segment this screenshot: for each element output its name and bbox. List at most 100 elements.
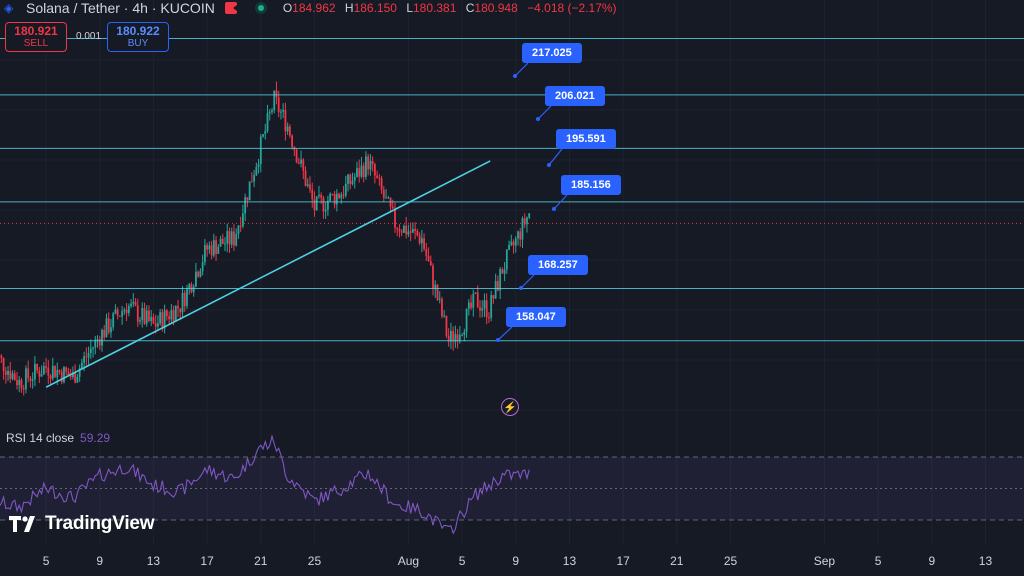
- symbol-title[interactable]: Solana / Tether · 4h · KUCOIN: [26, 0, 215, 16]
- open-key: O: [282, 1, 293, 15]
- x-tick-label: 25: [307, 554, 322, 568]
- close-value: 180.948: [474, 1, 518, 15]
- candle-body: [25, 368, 27, 390]
- candle-body: [208, 245, 211, 250]
- candle-body: [226, 231, 229, 244]
- rsi-legend[interactable]: RSI 14 close 59.29: [6, 431, 110, 445]
- candle-body: [447, 335, 450, 342]
- level-callout-connector: [537, 105, 552, 120]
- sell-label: SELL: [23, 37, 49, 49]
- level-label[interactable]: 206.021: [545, 86, 605, 106]
- candle-body: [145, 310, 148, 324]
- x-tick-label: 9: [96, 554, 104, 568]
- candle-body: [510, 241, 513, 245]
- sell-button[interactable]: 180.921 SELL: [5, 22, 67, 52]
- candle-body: [65, 367, 68, 372]
- candle-body: [87, 353, 90, 358]
- x-tick-label: 13: [562, 554, 577, 568]
- candle-body: [277, 97, 280, 113]
- candle-body: [107, 318, 110, 333]
- level-callout-anchor: [547, 163, 551, 167]
- time-axis[interactable]: 5913172125Aug5913172125Sep591317: [0, 546, 1024, 576]
- candle-body: [481, 308, 484, 311]
- candle-body: [96, 339, 99, 341]
- candle-body: [210, 245, 213, 256]
- candle-body: [458, 334, 461, 342]
- candle-body: [38, 370, 41, 377]
- candle-body: [215, 240, 217, 254]
- candle-body: [519, 231, 522, 240]
- candle-body: [257, 164, 260, 167]
- candle-body: [112, 313, 115, 328]
- buy-button[interactable]: 180.922 BUY: [107, 22, 169, 52]
- candle-body: [45, 366, 47, 368]
- level-label[interactable]: 185.156: [561, 175, 621, 195]
- candle-body: [315, 196, 318, 211]
- candle-body: [230, 231, 233, 245]
- candle-body: [29, 378, 32, 381]
- candle-body: [16, 380, 18, 386]
- candle-body: [250, 181, 253, 183]
- candle-body: [288, 126, 291, 136]
- level-label[interactable]: 158.047: [506, 307, 566, 327]
- market-status-icon[interactable]: [254, 2, 267, 14]
- candle-body: [418, 235, 421, 244]
- candle-body: [445, 315, 448, 336]
- candle-body: [467, 302, 470, 309]
- candle-body: [177, 306, 179, 309]
- candle-body: [170, 310, 173, 320]
- candle-body: [125, 309, 128, 314]
- candle-body: [80, 362, 83, 368]
- candle-body: [105, 318, 108, 338]
- candle-body: [427, 256, 430, 262]
- candle-body: [217, 246, 220, 254]
- candle-body: [262, 134, 264, 137]
- level-callout-anchor: [552, 207, 556, 211]
- candle-body: [85, 356, 88, 358]
- logo-text: TradingView: [45, 513, 155, 534]
- spread-value: 0.001: [76, 31, 102, 42]
- candle-body: [179, 308, 182, 313]
- low-key: L: [406, 1, 413, 15]
- candle-body: [494, 281, 497, 299]
- flash-icon[interactable]: ⚡: [501, 398, 519, 416]
- tradingview-logo-icon: [9, 516, 35, 532]
- level-label[interactable]: 168.257: [528, 255, 588, 275]
- candle-body: [168, 316, 170, 320]
- candle-body: [454, 334, 457, 342]
- level-label[interactable]: 195.591: [556, 129, 616, 149]
- candle-body: [94, 339, 97, 348]
- candle-body: [154, 323, 157, 327]
- candle-body: [528, 213, 531, 218]
- candle-body: [127, 306, 130, 314]
- candle-body: [342, 194, 345, 196]
- candle-body: [103, 329, 106, 338]
- candle-body: [195, 271, 197, 287]
- symbol-logo-icon[interactable]: ◈: [4, 1, 14, 15]
- change-value: −4.018 (−2.17%): [527, 1, 617, 15]
- candle-body: [365, 156, 367, 178]
- candle-body: [526, 217, 528, 225]
- candle-body: [255, 166, 258, 176]
- candle-body: [13, 373, 16, 381]
- level-label[interactable]: 217.025: [522, 43, 582, 63]
- candle-body: [152, 316, 155, 324]
- candle-body: [414, 228, 417, 231]
- tradingview-logo[interactable]: TradingView: [9, 513, 155, 535]
- flag-icon[interactable]: [224, 2, 237, 14]
- candle-body: [74, 372, 77, 383]
- candle-body: [443, 315, 446, 317]
- candle-body: [266, 113, 269, 131]
- candle-body: [512, 241, 515, 246]
- candle-body: [318, 194, 320, 197]
- candle-body: [367, 156, 370, 170]
- candle-body: [268, 111, 271, 114]
- candle-body: [183, 292, 186, 307]
- candle-body: [423, 238, 425, 249]
- candle-body: [253, 175, 255, 182]
- candle-body: [470, 302, 472, 308]
- rsi-title: RSI 14 close: [6, 431, 75, 445]
- candle-body: [275, 90, 278, 98]
- level-callout-connector: [548, 148, 563, 166]
